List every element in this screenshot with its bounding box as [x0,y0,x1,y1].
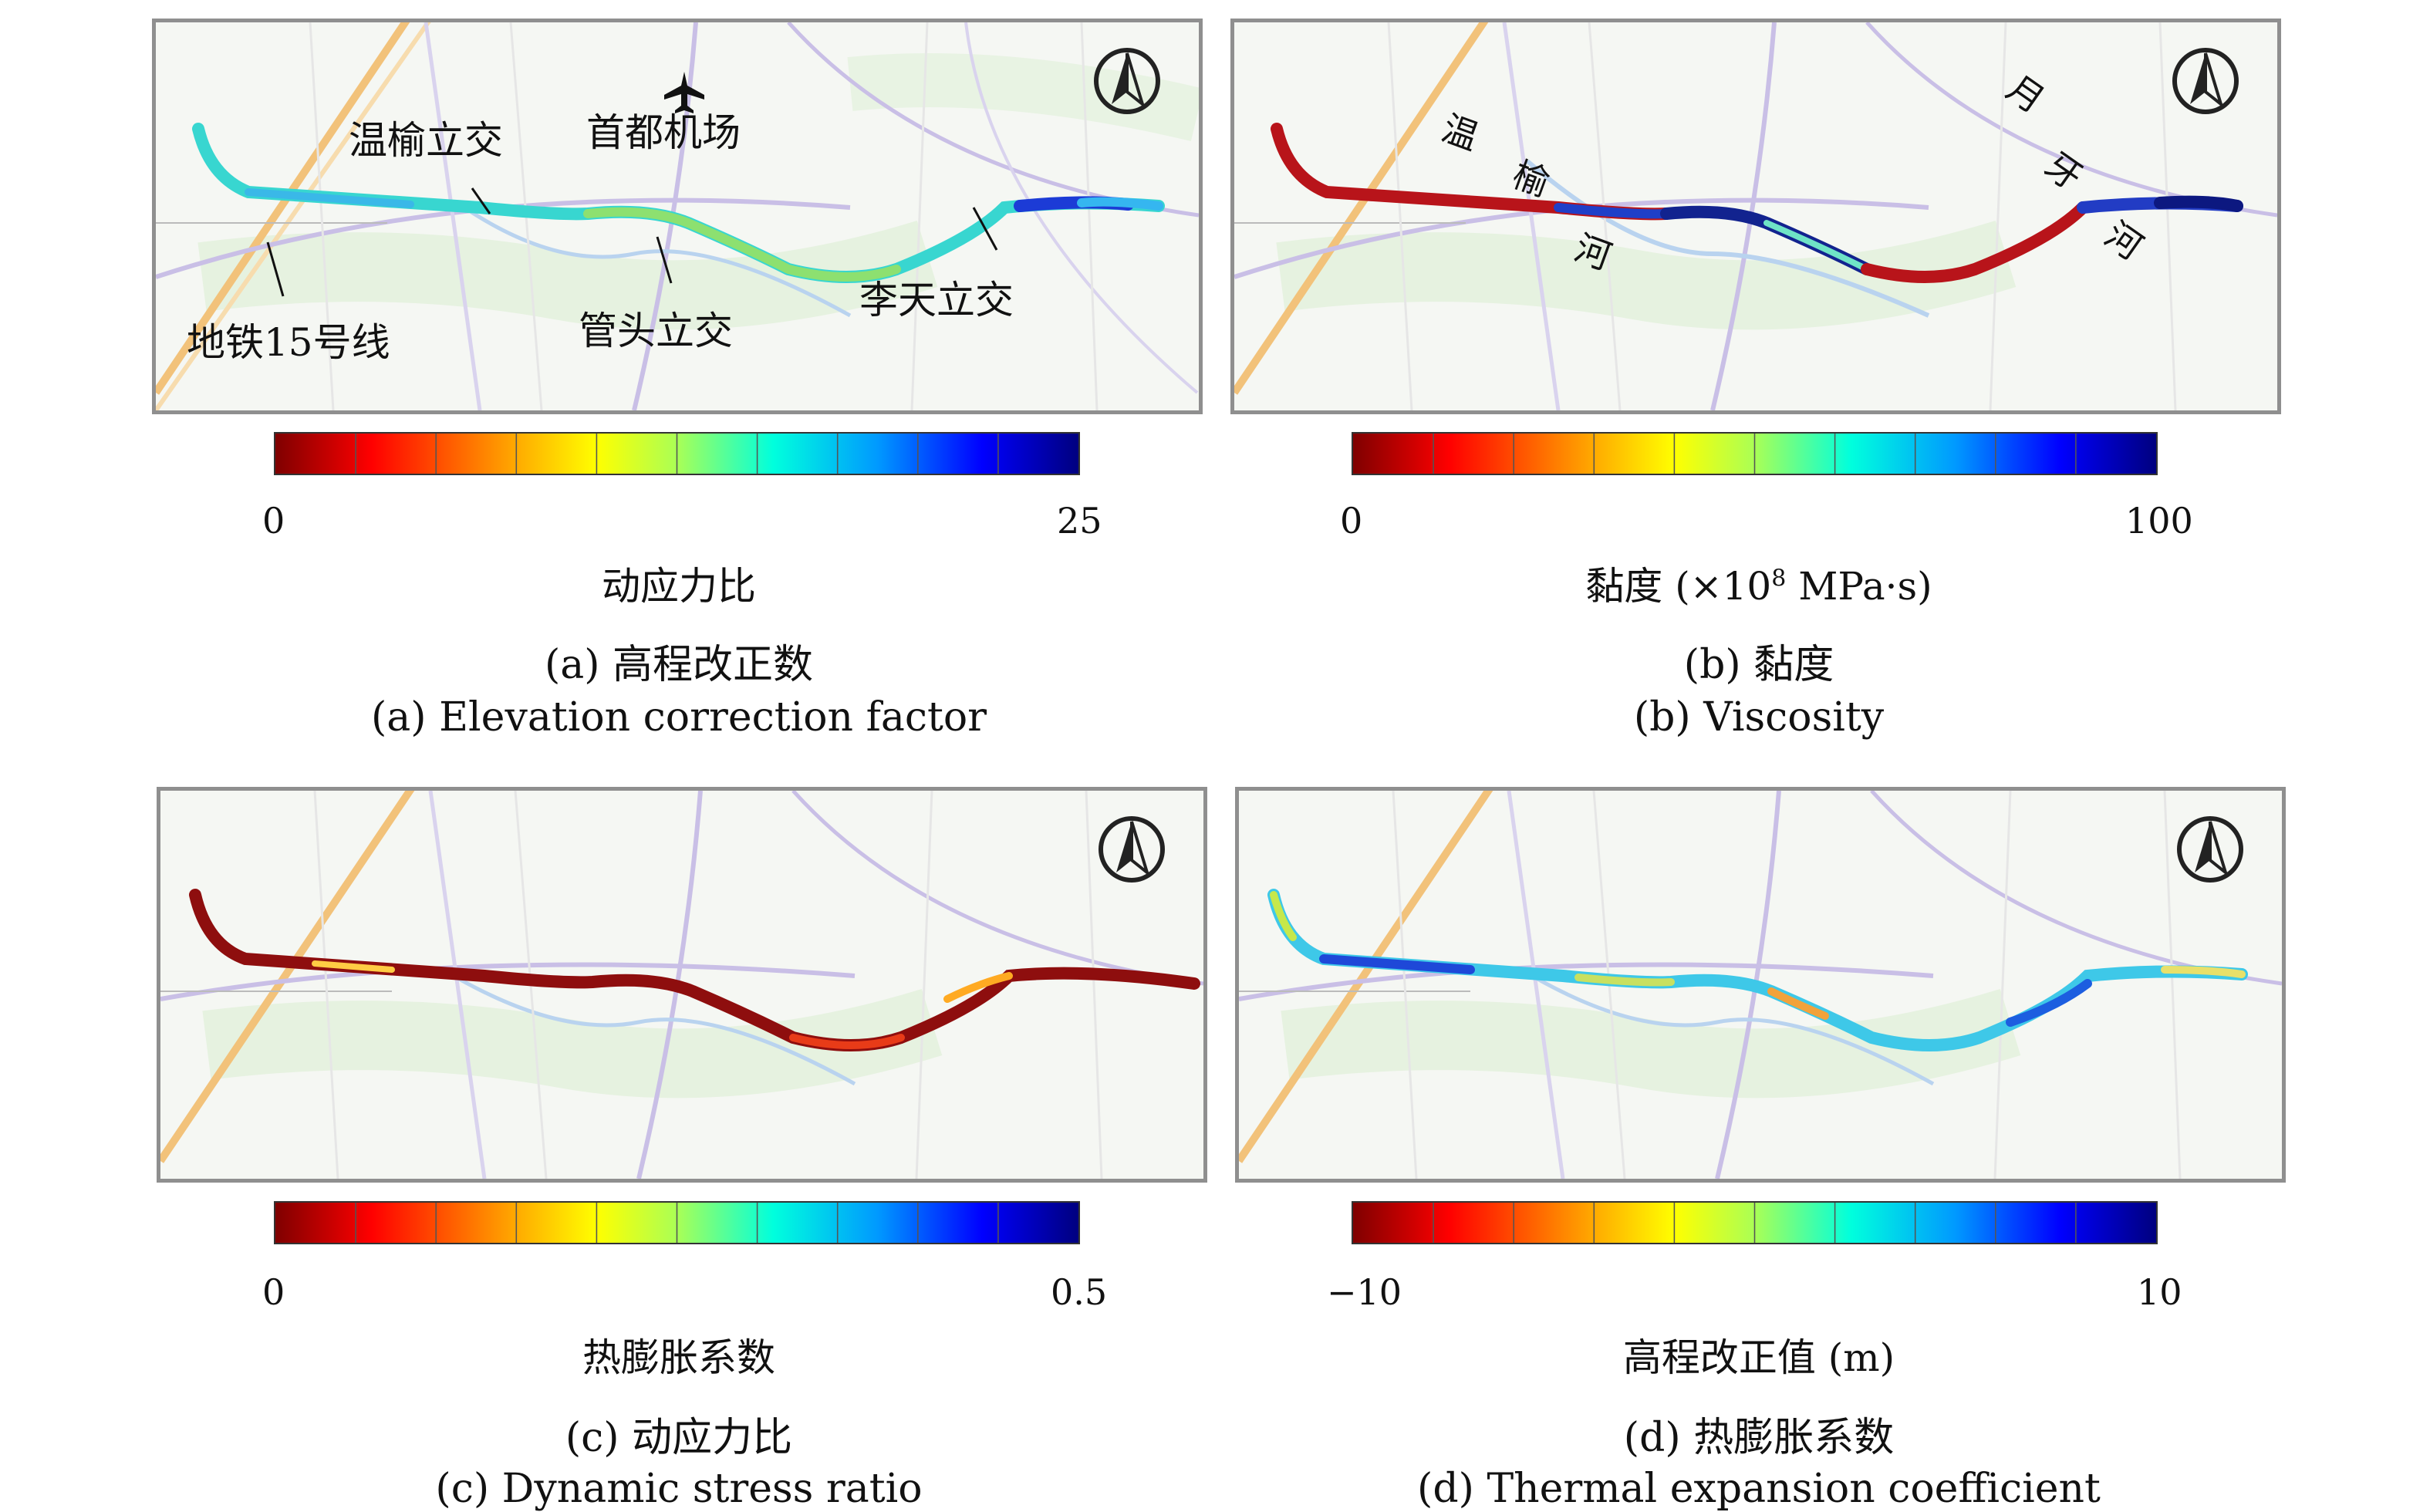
colorbar-a-max: 25 [1057,500,1102,542]
colorbar-b [1352,432,2158,475]
colorbar-c-title: 热膨胀系数 [582,1335,775,1380]
north-arrow-icon [2177,816,2243,883]
north-arrow-icon [1099,816,1165,883]
label-capital-airport: 首都机场 [586,110,741,155]
map-panel-c [157,787,1207,1183]
caption-b-cn: (b) 黏度 [1683,642,1834,688]
map-background-b [1234,22,2277,410]
map-background-d [1239,791,2282,1179]
label-metro-line-15: 地铁15号线 [187,320,390,365]
route-trace-d [1267,889,2248,1051]
map-background-a [156,22,1199,410]
caption-b-en: (b) Viscosity [1633,694,1885,741]
route-trace-b [1271,123,2243,283]
label-litian-interchange: 李天立交 [859,278,1014,322]
caption-c-cn: (c) 动应力比 [565,1415,793,1461]
colorbar-d-title: 高程改正值 (m) [1622,1335,1895,1380]
colorbar-b-min: 0 [1340,500,1363,542]
map-panel-b: 温 榆 河 月 牙 河 [1230,19,2281,414]
colorbar-a [274,432,1080,475]
colorbar-b-max: 100 [2125,500,2193,542]
north-arrow-icon [1094,48,1160,114]
label-guantou-interchange: 管头立交 [579,309,733,353]
north-arrow-icon [2172,48,2239,114]
colorbar-d-min: −10 [1327,1271,1402,1313]
colorbar-c-max: 0.5 [1051,1271,1108,1313]
caption-c-en: (c) Dynamic stress ratio [435,1466,923,1512]
label-wenyu-interchange: 温榆立交 [349,118,503,163]
colorbar-d-max: 10 [2137,1271,2182,1313]
colorbar-a-title: 动应力比 [602,564,756,609]
colorbar-d [1352,1201,2158,1244]
map-panel-d [1235,787,2286,1183]
colorbar-c [274,1201,1080,1244]
airplane-icon [664,72,704,113]
colorbar-c-min: 0 [262,1271,285,1313]
colorbar-a-min: 0 [262,500,285,542]
route-trace-c [189,889,1200,1051]
colorbar-b-title: 黏度 (×108 MPa·s) [1585,564,1932,609]
map-background-c [160,791,1203,1179]
route-trace-a [192,123,1165,283]
caption-d-cn: (d) 热膨胀系数 [1623,1415,1895,1461]
caption-d-en: (d) Thermal expansion coefficient [1417,1466,2101,1512]
caption-a-en: (a) Elevation correction factor [370,694,987,741]
map-panel-a: 温榆立交 首都机场 地铁15号线 管头立交 李天立交 [152,19,1203,414]
caption-a-cn: (a) 高程改正数 [544,642,814,688]
